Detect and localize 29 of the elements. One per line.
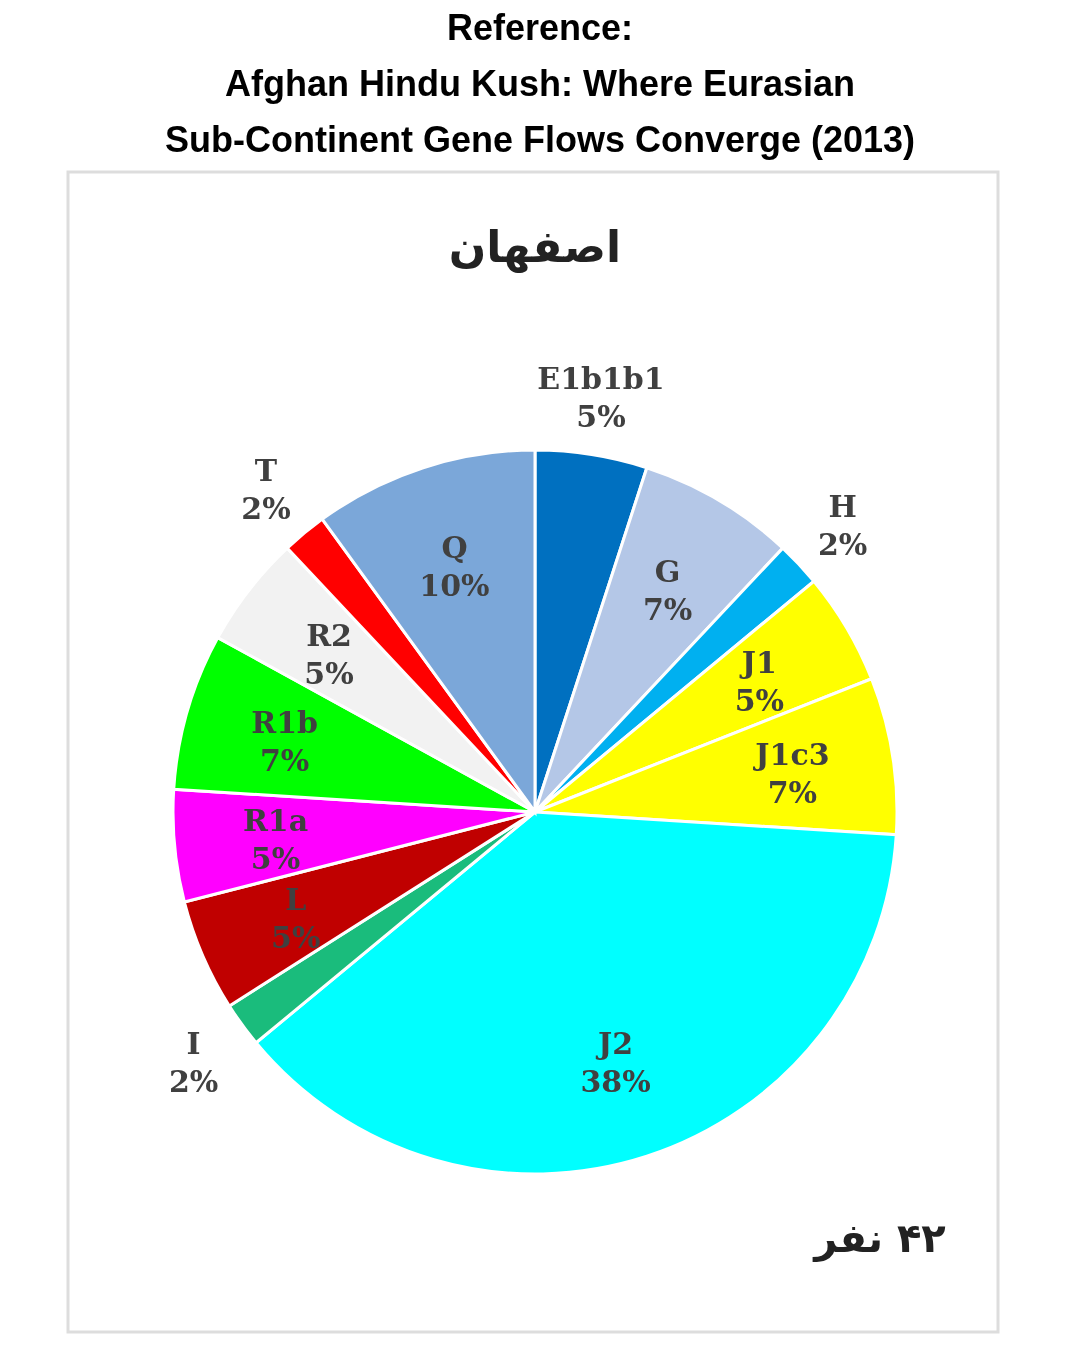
data-label: 5%	[271, 919, 321, 955]
text: ۴۲ نفر	[812, 1215, 946, 1262]
data-label: 2%	[168, 1064, 219, 1100]
data-label: 5%	[250, 840, 301, 876]
data-label: 2%	[241, 490, 291, 526]
data-label: 5%	[576, 399, 626, 435]
chart-title: Reference: Afghan Hindu Kush: Where Eurasian Sub-Continent Gene Flows Converge (2013)	[164, 7, 916, 160]
data-label: 5%	[734, 683, 785, 719]
data-label: 10%	[419, 568, 490, 604]
slice-label: R1a	[242, 802, 309, 838]
slice-label: J1	[738, 645, 777, 681]
slice-label: Q	[441, 530, 468, 566]
slice-label: R2	[306, 618, 352, 654]
chart-subtitle: اصفهان	[448, 221, 622, 273]
data-label: 7%	[642, 591, 693, 627]
data-label: 7%	[767, 775, 818, 811]
data-label: 38%	[580, 1063, 651, 1099]
slice-label: J2	[595, 1025, 634, 1061]
data-label: 2%	[817, 527, 868, 563]
slice-label: R1b	[251, 705, 319, 741]
data-label: 5%	[304, 656, 354, 692]
data-label: 7%	[260, 743, 310, 779]
slice-label: H	[828, 489, 857, 525]
slice-label: L	[285, 881, 307, 917]
slice-label: E1b1b1	[537, 361, 665, 397]
slice-label: I	[186, 1026, 201, 1062]
slice-label: J1c3	[752, 737, 830, 773]
slice-label: T	[254, 452, 278, 488]
slice-label: G	[654, 553, 681, 589]
